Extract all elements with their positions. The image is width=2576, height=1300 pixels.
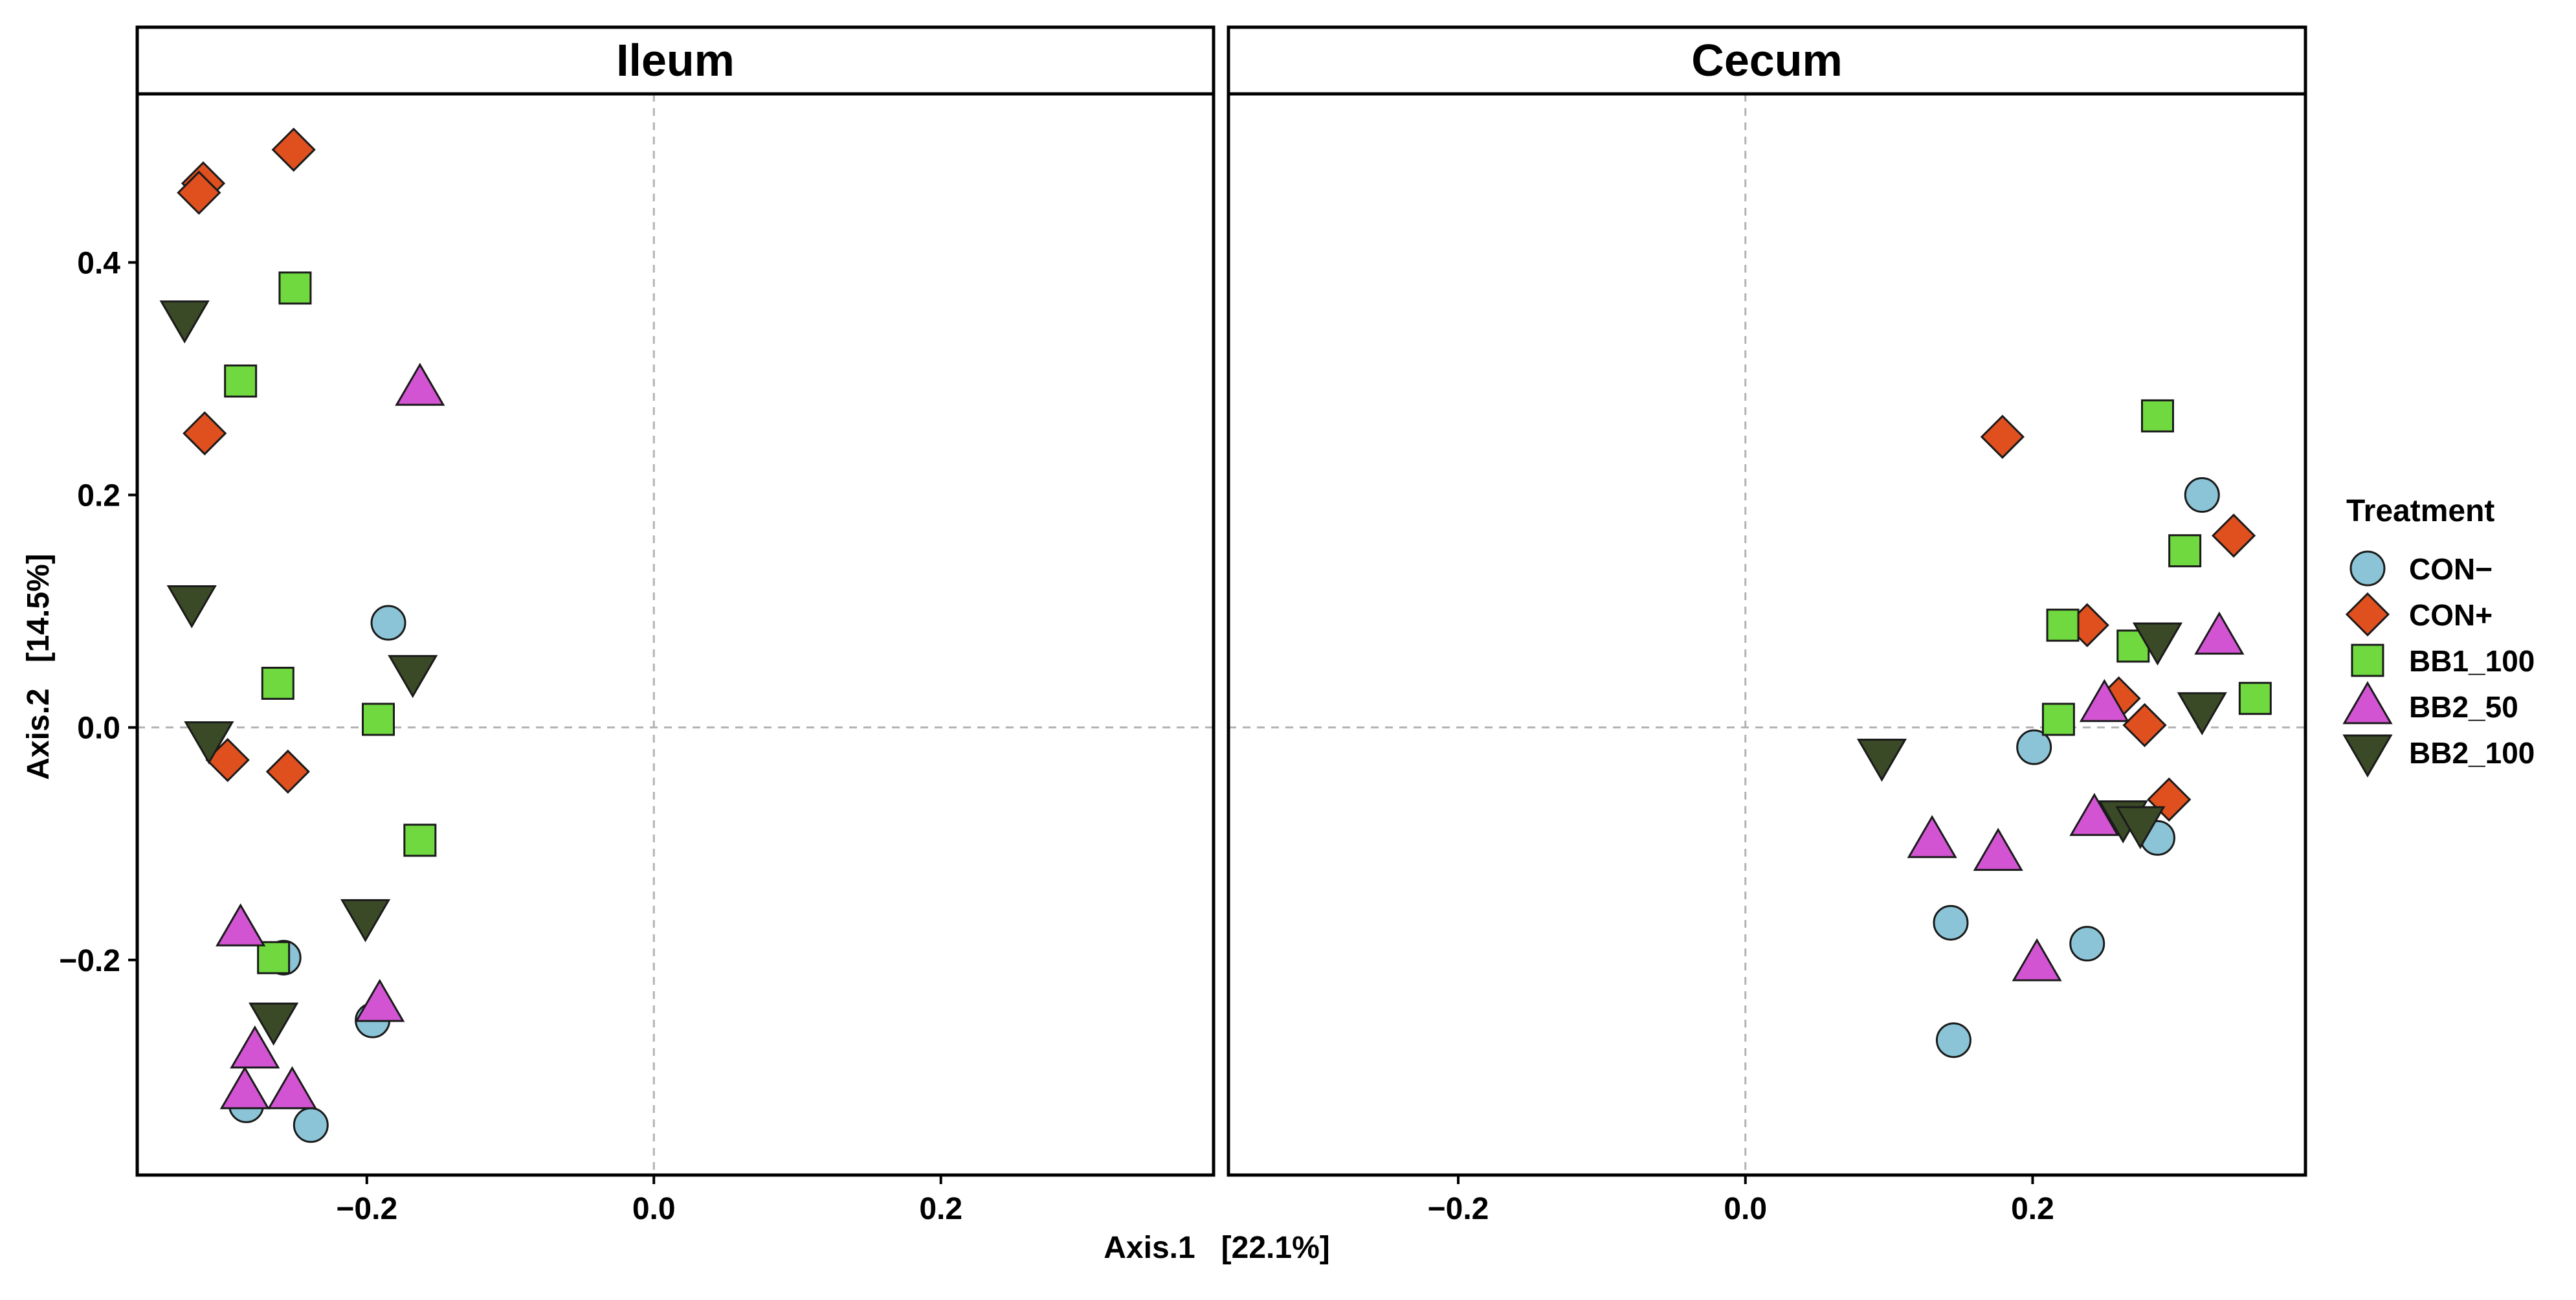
panel-frame (1227, 92, 2307, 1177)
facet-title: Ileum (616, 35, 735, 85)
data-point (257, 941, 291, 974)
legend-key (2345, 592, 2390, 637)
legend-entry: BB2_50 (2342, 681, 2518, 724)
data-point (2016, 729, 2052, 765)
facet-title: Cecum (1691, 35, 1842, 85)
legend-label: BB2_50 (2409, 690, 2518, 724)
data-point (184, 721, 234, 765)
data-points (1856, 399, 2272, 1059)
legend-key (2349, 550, 2386, 587)
legend-entry: CON+ (2345, 592, 2493, 637)
legend-key (2342, 734, 2393, 778)
data-point (2238, 682, 2272, 715)
legend-entry: CON− (2349, 550, 2493, 587)
legend-label: BB1_100 (2409, 644, 2535, 678)
x-tick-label: −0.2 (1428, 1192, 1489, 1226)
data-point (177, 170, 221, 215)
data-point (340, 899, 391, 943)
data-point (278, 271, 312, 305)
data-point (261, 666, 294, 700)
data-point (219, 1066, 270, 1110)
data-point (2184, 477, 2220, 513)
data-point (230, 1025, 280, 1069)
data-point (293, 1107, 329, 1143)
facet-strip (135, 25, 1216, 96)
data-point (1935, 1022, 1971, 1059)
legend-key (2342, 681, 2393, 724)
data-point (2069, 792, 2120, 836)
legend-label: BB2_100 (2409, 736, 2535, 770)
data-point (224, 364, 258, 398)
legend-label: CON− (2409, 552, 2493, 586)
facet-panel-ileum: Ileum −0.2 0.0 0.2 (135, 25, 1216, 1226)
data-point (216, 903, 266, 947)
legend-entry: BB2_100 (2342, 734, 2535, 778)
data-point (2177, 692, 2227, 735)
data-point (395, 363, 445, 406)
data-point (1980, 414, 2025, 459)
data-point (403, 824, 437, 857)
data-point (355, 979, 405, 1022)
legend-label: CON+ (2409, 598, 2493, 632)
data-point (2122, 702, 2167, 748)
data-point (2079, 678, 2129, 723)
x-tick-label: 0.2 (2011, 1192, 2054, 1226)
data-points (159, 128, 445, 1143)
data-point (1856, 739, 1907, 782)
data-point (267, 1066, 318, 1110)
data-point (2041, 702, 2075, 736)
data-point (1907, 814, 1957, 858)
data-point (249, 1002, 299, 1046)
x-tick-label: 0.0 (1724, 1192, 1767, 1226)
legend-key (2351, 644, 2384, 677)
data-point (2115, 806, 2166, 849)
data-point (2046, 609, 2080, 642)
data-point (1933, 904, 1969, 941)
panel-frame (135, 92, 1216, 1177)
y-tick-label: 0.2 (77, 479, 120, 513)
data-point (2140, 399, 2174, 432)
data-point (265, 749, 310, 794)
legend-title: Treatment (2346, 494, 2494, 528)
data-point (271, 128, 316, 172)
legend-entry: BB1_100 (2351, 644, 2535, 678)
y-tick-label: −0.2 (59, 944, 120, 978)
data-point (388, 655, 438, 699)
data-point (2194, 611, 2245, 655)
data-point (2132, 622, 2183, 666)
facet-panels: Ileum −0.2 0.0 0.2 Cecum −0.2 0.0 0.2 (135, 25, 2307, 1226)
data-point (159, 300, 210, 344)
data-point (2168, 534, 2202, 568)
x-tick-label: 0.2 (919, 1192, 962, 1226)
data-point (183, 411, 227, 456)
data-point (1973, 827, 2023, 871)
y-tick-label: 0.0 (77, 712, 120, 746)
legend: Treatment CON− CON+ BB1_100 BB2_50 BB2_100 (2342, 494, 2535, 778)
data-point (362, 702, 395, 736)
y-tick-label: 0.4 (77, 246, 120, 280)
y-axis-title: Axis.2 [14.5%] (21, 554, 56, 780)
facet-panel-cecum: Cecum −0.2 0.0 0.2 (1227, 25, 2307, 1226)
data-point (166, 585, 217, 629)
x-axis-title: Axis.1 [22.1%] (1104, 1231, 1330, 1265)
data-point (2069, 926, 2105, 962)
x-tick-label: 0.0 (632, 1192, 676, 1226)
data-point (370, 605, 406, 641)
axis-titles: Axis.1 [22.1%] Axis.2 [14.5%] (21, 554, 1330, 1265)
y-axis: −0.2 0.0 0.2 0.4 (59, 246, 137, 978)
data-point (2211, 513, 2256, 558)
x-tick-label: −0.2 (336, 1192, 397, 1226)
data-point (2012, 938, 2062, 981)
